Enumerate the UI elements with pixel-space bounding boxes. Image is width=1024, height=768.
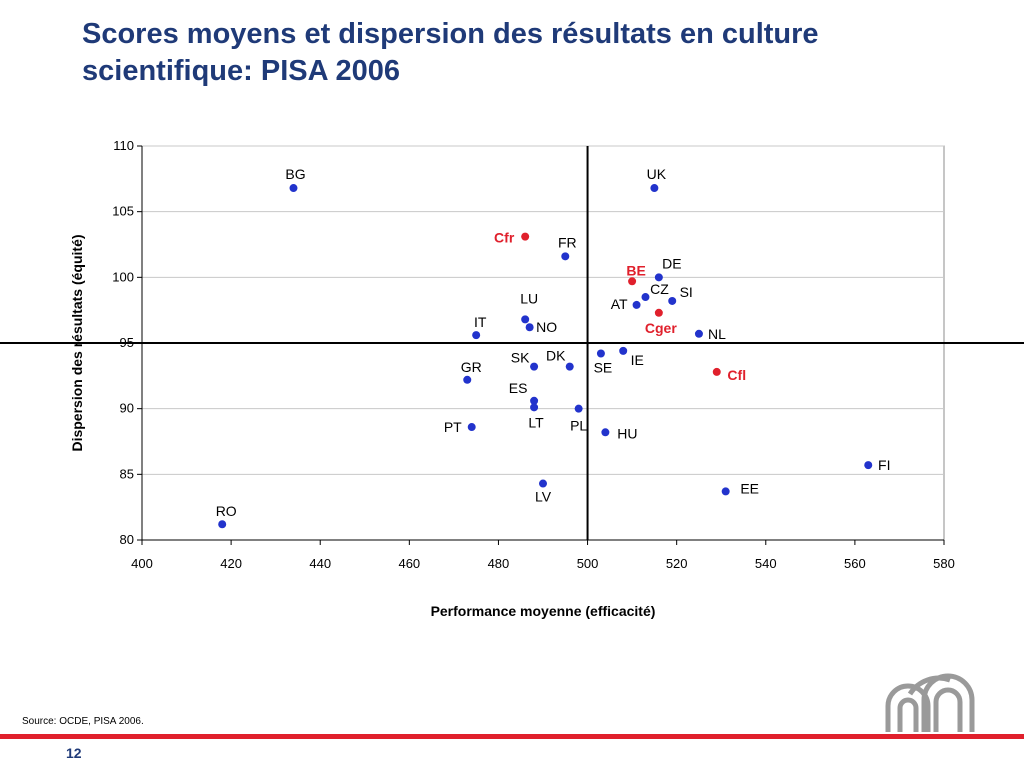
reference-lines <box>0 146 1024 540</box>
data-point-hu <box>601 428 610 437</box>
data-point-pt <box>467 423 476 432</box>
point-label-pt: PT <box>444 419 462 435</box>
data-point-cger <box>654 308 663 317</box>
footer-divider <box>0 734 1024 739</box>
point-labels: BG UK FR DE CZ SI AT LU NO IT NL SK DK SE IE GR ES LT PL PT… <box>216 166 891 519</box>
y-tick-label: 80 <box>120 532 134 547</box>
data-point-se <box>596 349 605 358</box>
source-note: Source: OCDE, PISA 2006. <box>22 716 144 727</box>
x-tick-label: 500 <box>577 556 599 571</box>
point-label-gr: GR <box>461 359 482 375</box>
data-point-fi <box>864 461 873 470</box>
point-label-cz: CZ <box>650 281 669 297</box>
x-tick-label: 520 <box>666 556 688 571</box>
point-label-se: SE <box>594 360 613 376</box>
data-point-bg <box>289 184 298 193</box>
data-point-de <box>654 273 663 282</box>
data-point-ie <box>619 346 628 355</box>
data-point-no <box>525 323 534 332</box>
point-label-lu: LU <box>520 290 538 306</box>
data-point-it <box>472 331 481 340</box>
x-axis-title: Performance moyenne (efficacité) <box>431 603 656 619</box>
point-label-it: IT <box>474 314 487 330</box>
data-point-nl <box>694 329 703 338</box>
data-point-pl <box>574 404 583 413</box>
point-label-ee: EE <box>740 480 759 496</box>
point-label-uk: UK <box>647 166 667 182</box>
data-point-ro <box>218 520 227 529</box>
y-axis-title: Dispersion des résultats (équité) <box>69 234 85 451</box>
point-label-ro: RO <box>216 503 237 519</box>
point-label-si: SI <box>680 284 693 300</box>
point-label-cfl: Cfl <box>727 367 746 383</box>
y-tick-label: 90 <box>120 401 134 416</box>
y-tick-label: 110 <box>113 138 134 153</box>
point-label-ie: IE <box>631 352 644 368</box>
point-label-lt: LT <box>528 414 544 430</box>
data-point-lt <box>530 403 539 412</box>
data-point-es <box>530 396 539 405</box>
page-number: 12 <box>66 745 82 761</box>
x-tick-label: 560 <box>844 556 866 571</box>
point-label-lv: LV <box>535 489 552 505</box>
point-label-de: DE <box>662 255 681 271</box>
x-tick-label: 580 <box>933 556 955 571</box>
point-label-sk: SK <box>511 350 530 366</box>
data-points <box>218 184 873 529</box>
point-label-dk: DK <box>546 348 566 364</box>
data-point-cfl <box>712 367 721 376</box>
data-point-gr <box>463 375 472 384</box>
point-label-cger: Cger <box>645 320 677 336</box>
point-label-fi: FI <box>878 457 890 473</box>
data-point-cfr <box>521 232 530 241</box>
point-label-es: ES <box>509 380 528 396</box>
x-tick-label: 400 <box>131 556 153 571</box>
point-label-cfr: Cfr <box>494 230 515 246</box>
point-label-nl: NL <box>708 326 726 342</box>
data-point-ee <box>721 487 730 496</box>
point-label-hu: HU <box>617 425 637 441</box>
data-point-lv <box>539 479 547 488</box>
data-point-at <box>632 300 641 309</box>
x-tick-label: 440 <box>309 556 331 571</box>
point-label-no: NO <box>536 319 557 335</box>
point-label-be: BE <box>626 262 645 278</box>
y-tick-label: 105 <box>112 204 134 219</box>
data-point-si <box>668 296 677 305</box>
university-logo-icon <box>885 673 975 732</box>
point-label-bg: BG <box>285 166 305 182</box>
data-point-dk <box>565 362 574 371</box>
y-tick-label: 85 <box>120 466 134 481</box>
data-point-cz <box>641 293 650 302</box>
y-tick-label: 100 <box>112 269 134 284</box>
data-point-lu <box>521 315 530 324</box>
x-tick-label: 480 <box>488 556 510 571</box>
x-tick-label: 460 <box>398 556 420 571</box>
slide-title: Scores moyens et dispersion des résultat… <box>82 18 819 87</box>
x-tick-label: 420 <box>220 556 242 571</box>
point-label-fr: FR <box>558 234 577 250</box>
data-point-fr <box>561 252 570 261</box>
x-tick-label: 540 <box>755 556 777 571</box>
point-label-pl: PL <box>570 418 587 434</box>
data-point-sk <box>530 362 539 371</box>
data-point-uk <box>650 184 659 193</box>
point-label-at: AT <box>611 296 628 312</box>
data-point-be <box>628 277 637 286</box>
